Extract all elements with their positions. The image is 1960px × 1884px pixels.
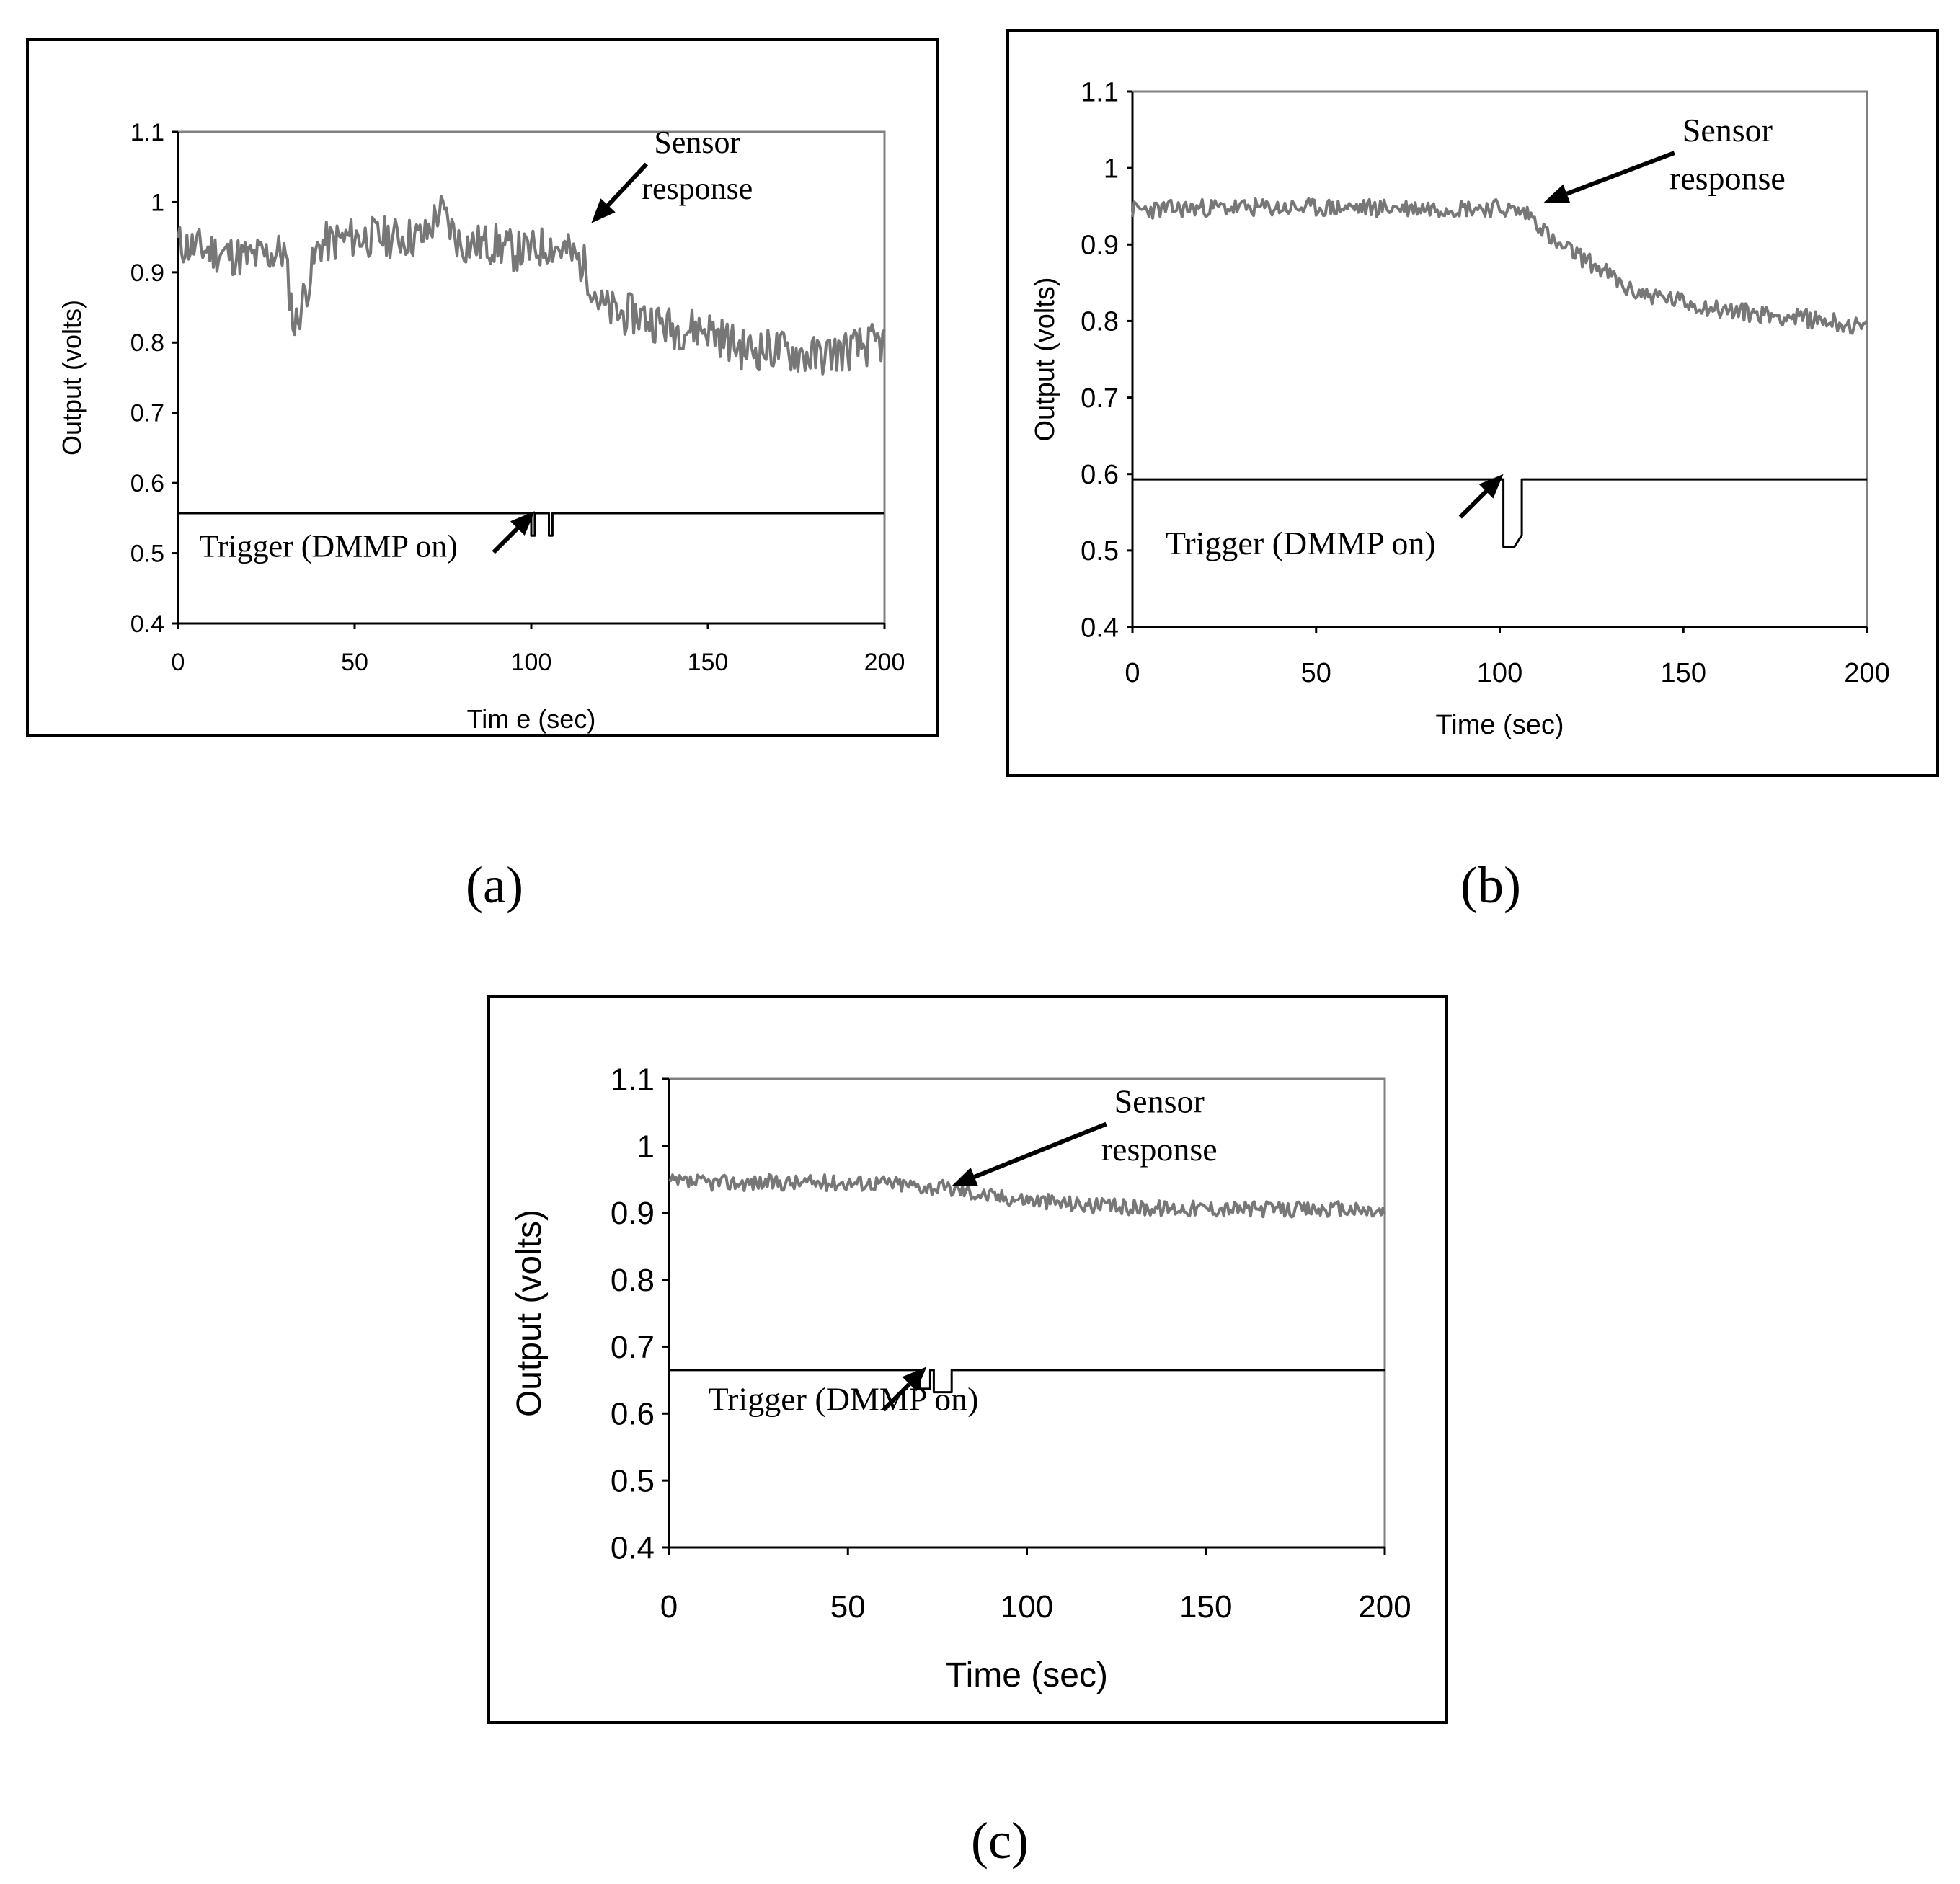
- annotation-arrow: [606, 162, 649, 207]
- y-tick-label: 0.4: [1081, 613, 1119, 643]
- series-line-sensor-response: [177, 195, 886, 376]
- annotation-arrowhead: [1478, 474, 1504, 499]
- annotation-label: response: [642, 171, 753, 206]
- x-tick-label: 200: [1358, 1589, 1411, 1625]
- y-tick-label: 1: [151, 189, 164, 216]
- annotation-arrowhead: [902, 1367, 927, 1392]
- panel-label-c: (c): [971, 1812, 1029, 1870]
- x-tick-label: 0: [172, 649, 185, 676]
- x-tick-label: 0: [1125, 658, 1140, 688]
- y-axis-title: Output (volts): [510, 1209, 549, 1417]
- x-tick-label: 200: [864, 649, 905, 676]
- panel-label-a: (a): [466, 856, 523, 914]
- annotation-arrowhead: [510, 511, 535, 536]
- x-axis-title: Time (sec): [946, 1656, 1108, 1694]
- y-tick-label: 1.1: [1081, 77, 1119, 107]
- x-tick-label: 150: [1179, 1589, 1232, 1625]
- annotation-label: response: [1101, 1131, 1218, 1168]
- x-tick-label: 0: [660, 1589, 678, 1625]
- chart-panel-a: 0.4 0.5 0.6 0.7 0.8 0.9 1 1.1 0 50 100 150 200 Tim e …: [26, 38, 939, 737]
- y-tick-label: 0.8: [611, 1263, 655, 1298]
- annotation-label: Sensor: [1682, 112, 1773, 148]
- y-tick-label: 0.8: [130, 329, 164, 357]
- series-line-trigger-dmmp-on: [178, 512, 884, 537]
- x-tick-label: 150: [1661, 658, 1706, 688]
- y-tick-label: 0.9: [611, 1196, 655, 1231]
- y-tick-label: 0.6: [130, 470, 164, 497]
- chart-panel-c: 0.4 0.5 0.6 0.7 0.8 0.9 1 1.1 0 50 100 150 200 Time (…: [487, 995, 1448, 1724]
- x-tick-label: 100: [511, 649, 552, 676]
- y-tick-label: 0.9: [130, 259, 164, 287]
- y-tick-label: 0.4: [611, 1530, 655, 1565]
- x-tick-label: 100: [1001, 1589, 1053, 1625]
- annotation-label: Sensor: [1114, 1083, 1205, 1119]
- x-tick-label: 50: [830, 1589, 866, 1625]
- y-tick-label: 1: [1104, 154, 1119, 184]
- x-axis-title: Tim e (sec): [467, 704, 596, 734]
- annotation-arrowhead: [1543, 184, 1571, 203]
- y-tick-label: 0.9: [1081, 231, 1119, 261]
- panel-label-b: (b): [1460, 856, 1521, 914]
- annotation-arrow: [882, 1382, 911, 1412]
- chart-panel-b: 0.4 0.5 0.6 0.7 0.8 0.9 1 1.1 0 50 100 150 200 Time (…: [1006, 29, 1939, 777]
- y-axis-title: Output (volts): [57, 300, 87, 456]
- y-tick-label: 0.7: [130, 400, 164, 427]
- annotation-arrowhead: [952, 1167, 979, 1186]
- series-line-trigger-dmmp-on: [1132, 478, 1867, 548]
- series-line-sensor-response: [668, 1173, 1386, 1219]
- y-tick-label: 0.4: [130, 610, 164, 638]
- y-tick-label: 0.5: [1081, 536, 1119, 566]
- annotation-label: Trigger (DMMP on): [1166, 525, 1436, 561]
- y-tick-label: 0.6: [611, 1397, 655, 1432]
- chart-frame-c: [487, 995, 1448, 1724]
- annotation-arrow: [1458, 489, 1488, 519]
- y-tick-label: 0.6: [1081, 460, 1119, 490]
- y-tick-label: 0.7: [1081, 383, 1119, 414]
- x-axis-title: Time (sec): [1435, 710, 1564, 740]
- y-tick-label: 0.5: [130, 540, 164, 567]
- x-tick-label: 50: [341, 649, 368, 676]
- annotation-arrow: [1566, 151, 1675, 196]
- annotation-label: Sensor: [654, 125, 740, 160]
- y-tick-label: 0.7: [611, 1330, 655, 1365]
- y-axis-title: Output (volts): [1030, 277, 1060, 441]
- y-tick-label: 1.1: [130, 119, 164, 146]
- annotation-arrowhead: [591, 198, 616, 223]
- annotation-label: response: [1669, 160, 1786, 197]
- y-tick-label: 1.1: [611, 1062, 655, 1097]
- y-tick-label: 0.8: [1081, 307, 1119, 337]
- x-tick-label: 150: [688, 649, 729, 676]
- y-tick-label: 0.5: [611, 1464, 655, 1499]
- annotation-arrow: [973, 1121, 1107, 1179]
- annotation-label: Trigger (DMMP on): [199, 528, 458, 564]
- series-line-sensor-response: [1131, 197, 1868, 335]
- annotation-label: Trigger (DMMP on): [709, 1381, 979, 1418]
- annotation-arrow: [492, 527, 519, 554]
- y-tick-label: 1: [637, 1129, 655, 1164]
- x-tick-label: 100: [1477, 658, 1522, 688]
- x-tick-label: 200: [1844, 658, 1889, 688]
- x-tick-label: 50: [1301, 658, 1331, 688]
- chart-frame-b: [1006, 29, 1939, 777]
